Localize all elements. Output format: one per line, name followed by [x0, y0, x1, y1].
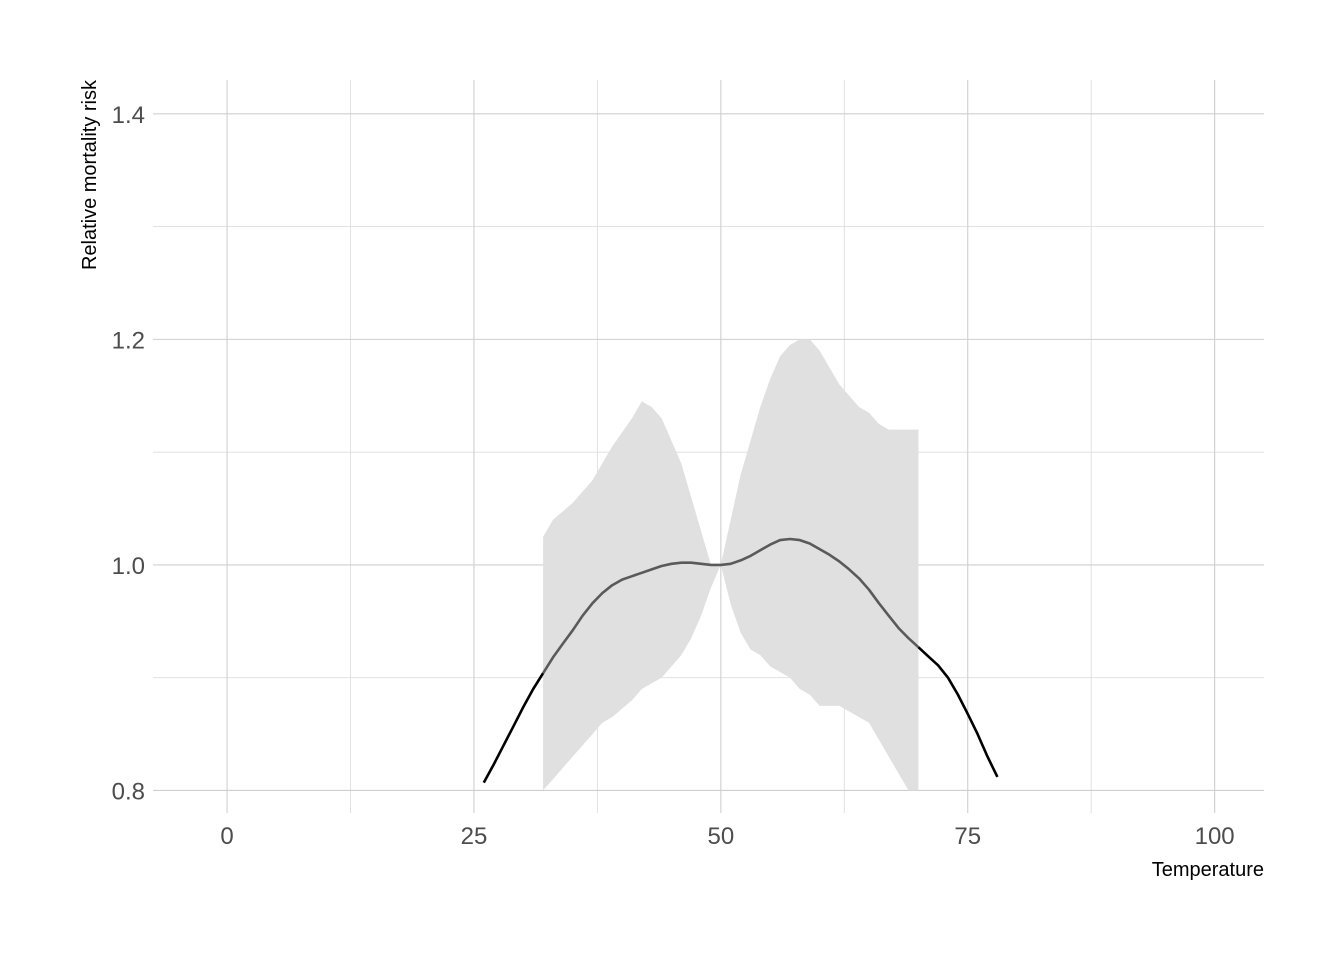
grid-layer: [153, 80, 1264, 813]
x-tick-label: 75: [954, 823, 981, 850]
x-tick-label: 25: [461, 823, 488, 850]
fitted-line-center: [541, 537, 920, 674]
y-tick-label: 0.8: [112, 778, 145, 805]
fitted-line-left: [482, 672, 545, 784]
fitted-line-right: [917, 646, 999, 778]
y-tick-label: 1.2: [112, 327, 145, 354]
y-tick-label: 1.4: [112, 102, 145, 129]
x-axis-title: Temperature: [1152, 859, 1264, 881]
tick-label-layer: 0 25 50 75 100 0.8 1.0 1.2 1.4: [112, 102, 1235, 850]
y-tick-label: 1.0: [112, 553, 145, 580]
x-tick-label: 100: [1195, 823, 1235, 850]
series-line-layer: [482, 537, 999, 784]
x-tick-label: 50: [707, 823, 734, 850]
x-tick-label: 0: [220, 823, 233, 850]
y-axis-title: Relative mortality risk: [79, 79, 101, 270]
